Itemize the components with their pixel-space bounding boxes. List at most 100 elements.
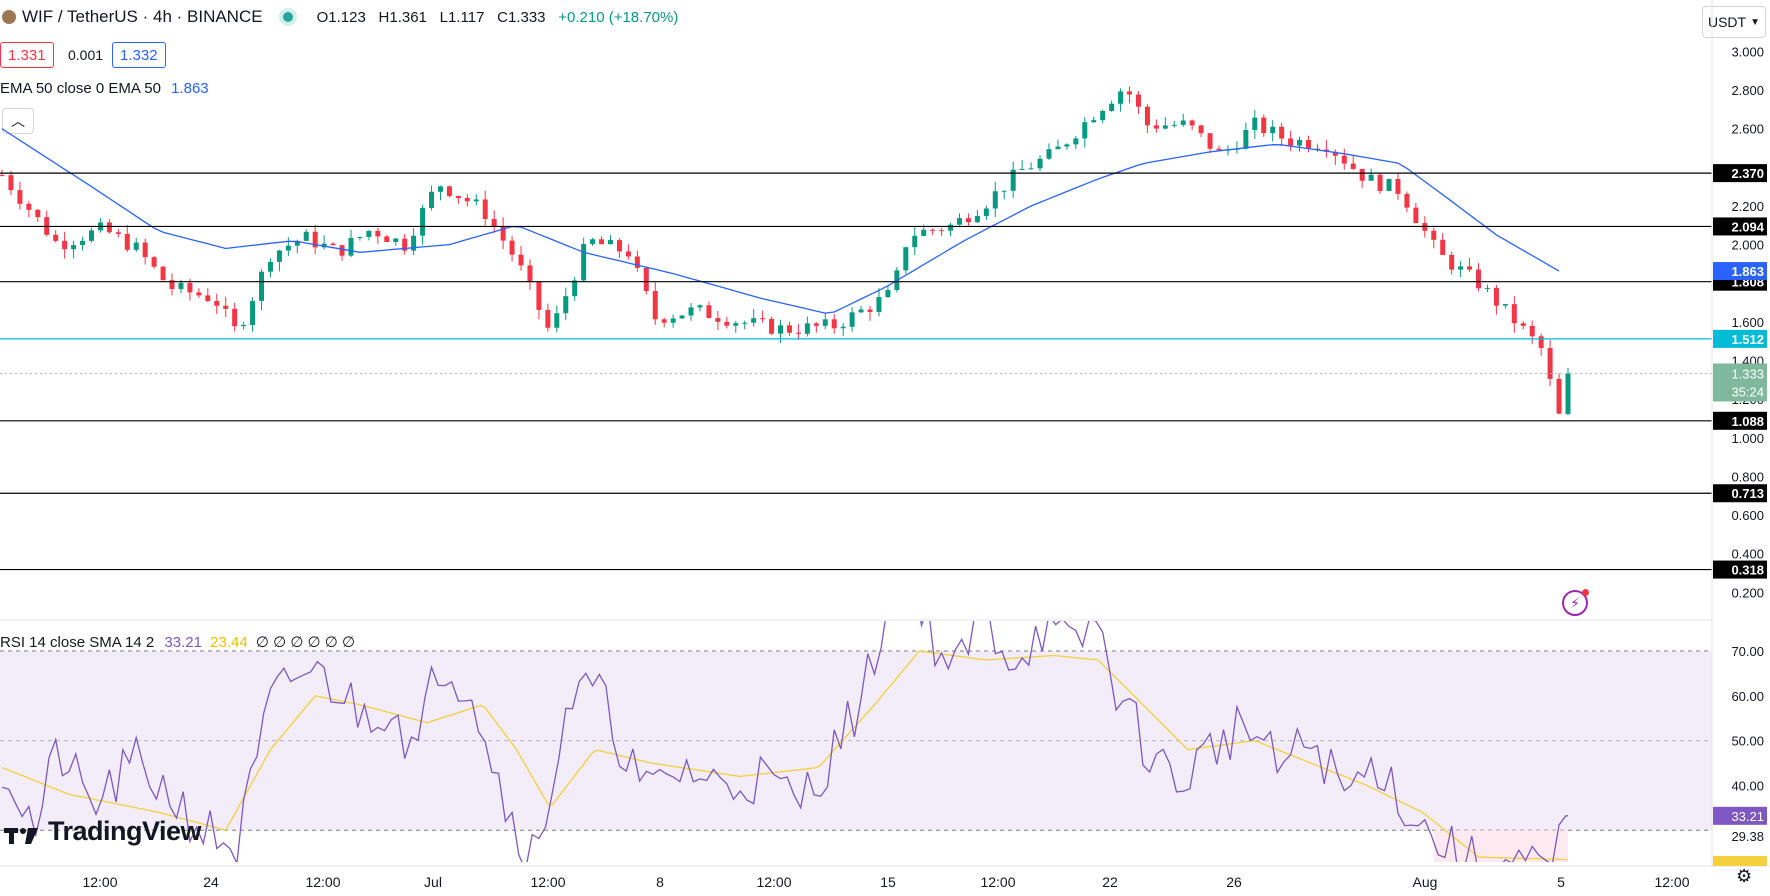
candle-body (1153, 125, 1159, 129)
candle-body (1261, 117, 1267, 134)
time-tick-label: 12:00 (530, 874, 565, 890)
level-badge (1713, 484, 1767, 503)
candle-body (312, 231, 318, 248)
candle-body (1055, 146, 1061, 150)
collapse-legend-button[interactable]: ︿ (2, 108, 34, 134)
time-tick-label: 12:00 (82, 874, 117, 890)
candle-body (1556, 378, 1562, 414)
level-badge (1713, 560, 1767, 579)
candle-body (795, 332, 801, 334)
candle-body (509, 240, 515, 255)
candle-body (1431, 230, 1437, 240)
buy-button[interactable]: 1.332 (112, 42, 166, 68)
candle-body (1332, 151, 1338, 156)
sell-button[interactable]: 1.331 (0, 42, 54, 68)
candle-body (446, 186, 452, 196)
candle-body (688, 307, 694, 316)
candle-body (804, 323, 810, 334)
candle-body (187, 282, 193, 293)
ohlc-high: H1.361 (378, 9, 427, 26)
ohlc-open: O1.123 (316, 9, 366, 26)
level-badge-label: 0.318 (1731, 563, 1764, 578)
candle-body (71, 245, 77, 250)
candle-body (1064, 144, 1070, 147)
candle-body (1135, 94, 1141, 107)
candle-body (241, 324, 247, 327)
candle-body (769, 318, 775, 334)
candle-body (1467, 266, 1473, 270)
currency-label: USDT (1707, 14, 1747, 30)
candle-body (196, 292, 202, 296)
candle-body (1484, 287, 1490, 289)
time-tick-label: 15 (880, 874, 896, 890)
ema-legend[interactable]: EMA 50 close 0 EMA 50 1.863 (0, 80, 209, 97)
candle-body (527, 265, 533, 282)
candle-body (1010, 169, 1016, 191)
candle-body (634, 256, 640, 268)
candle-body (402, 238, 408, 251)
time-tick-label: 12:00 (980, 874, 1015, 890)
level-badge-label: 2.094 (1731, 219, 1764, 234)
gear-icon[interactable]: ⚙ (1736, 866, 1753, 886)
rsi-tick-label: 70.00 (1731, 644, 1764, 659)
candle-body (840, 326, 846, 329)
countdown-label: 35:24 (1731, 384, 1764, 399)
candle-body (80, 240, 86, 246)
candle-body (1001, 190, 1007, 192)
candle-body (1386, 178, 1392, 191)
candle-body (375, 230, 381, 237)
level-badge (1713, 411, 1767, 430)
candle-body (205, 295, 211, 302)
rsi-sma-legend-value: 23.44 (210, 634, 248, 651)
chevron-up-icon: ︿ (11, 113, 25, 129)
price-tick-label: 0.800 (1731, 469, 1764, 484)
price-tick-label: 2.800 (1731, 83, 1764, 98)
candle-body (384, 236, 390, 242)
rsi-line (1, 621, 1568, 862)
ema-badge (1713, 262, 1767, 281)
candle-body (1100, 111, 1106, 121)
currency-select[interactable]: USDT ▼ (1702, 6, 1766, 38)
last-price-badge (1713, 363, 1767, 402)
candle-body (464, 197, 470, 202)
candle-body (223, 305, 229, 309)
candle-body (437, 186, 443, 192)
time-tick-label: 8 (656, 874, 664, 890)
candle-body (169, 280, 175, 290)
candle-body (554, 313, 560, 328)
time-tick-label: 22 (1102, 874, 1118, 890)
level-badge (1713, 329, 1767, 348)
candle-body (35, 209, 41, 218)
candle-body (232, 308, 238, 327)
time-tick-label: 12:00 (1654, 874, 1689, 890)
candle-body (1359, 168, 1365, 181)
time-tick-label: 26 (1226, 874, 1242, 890)
symbol-title[interactable]: WIF / TetherUS · 4h · BINANCE (22, 7, 263, 26)
candle-body (724, 321, 730, 326)
candle-body (1413, 207, 1419, 224)
candle-body (1073, 138, 1079, 145)
level-badge-label: 0.713 (1731, 486, 1764, 501)
candle-body (1440, 239, 1446, 255)
candle-body (1368, 174, 1374, 181)
candle-body (1538, 336, 1544, 348)
candle-body (330, 243, 336, 246)
candle-body (1171, 124, 1177, 126)
candle-body (1449, 254, 1455, 270)
candle-body (1350, 163, 1356, 169)
candle-body (974, 215, 980, 223)
candle-body (26, 203, 32, 210)
rsi-legend[interactable]: RSI 14 close SMA 14 2 33.21 23.44 ∅ ∅ ∅ … (0, 633, 355, 651)
candle-body (1118, 91, 1124, 104)
candle-body (62, 240, 68, 250)
lightning-icon[interactable]: ⚡ (1562, 589, 1589, 616)
candle-body (1458, 266, 1464, 270)
candle-body (921, 229, 927, 236)
rsi-tick-label: 60.00 (1731, 689, 1764, 704)
candle-body (1180, 120, 1186, 125)
candle-body (294, 240, 300, 246)
candle-body (339, 245, 345, 256)
price-tick-label: 2.200 (1731, 199, 1764, 214)
